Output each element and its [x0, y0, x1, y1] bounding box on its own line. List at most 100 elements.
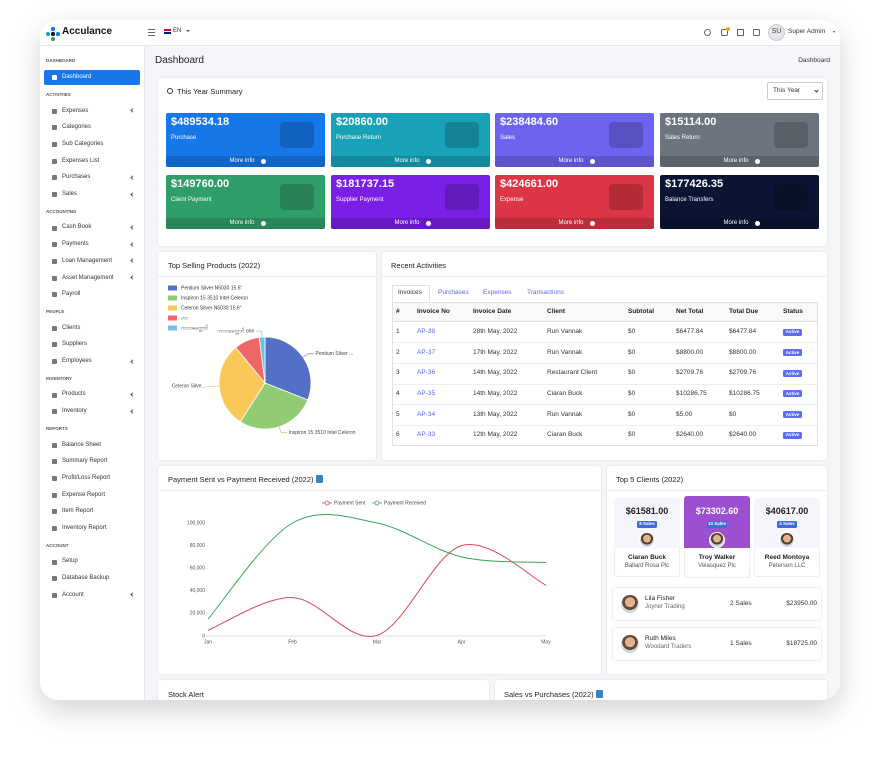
tile-link[interactable]: More info — [723, 219, 749, 226]
link-arrow-icon — [590, 159, 595, 164]
summary-tile — [331, 113, 490, 167]
menu-item[interactable]: Categories — [62, 124, 92, 131]
menu-item[interactable]: Profit/Loss Report — [62, 474, 111, 481]
header-icon[interactable] — [737, 29, 744, 36]
menu-item[interactable]: Suppliers — [62, 341, 88, 348]
menu-item[interactable]: Summary Report — [62, 458, 108, 465]
tile-link[interactable]: More info — [229, 157, 255, 164]
menu-item[interactable]: Clients — [62, 324, 81, 331]
menu-item[interactable]: Employees — [62, 358, 92, 364]
client-row — [613, 628, 821, 660]
menu-item[interactable]: Dashboard — [62, 74, 92, 81]
table-cell: Run Vannak — [547, 328, 583, 336]
client-card-lower — [684, 548, 750, 578]
table-cell: $0 — [628, 328, 636, 336]
menu-item[interactable]: Loan Management — [62, 257, 113, 264]
menu-item[interactable]: Purchases — [62, 174, 91, 181]
status-badge — [783, 369, 802, 377]
flag-icon[interactable] — [164, 29, 171, 34]
table-cell[interactable]: AP-37 — [417, 348, 436, 356]
table-cell: $8800.00 — [676, 348, 704, 356]
table-cell: $8800.00 — [729, 348, 757, 356]
menu-item[interactable]: Cash Book — [62, 224, 92, 231]
status-badge — [783, 431, 802, 439]
menu-item[interactable]: Inventory — [62, 408, 87, 415]
sales-purchases-card — [495, 680, 827, 700]
menu-item[interactable]: Item Report — [62, 508, 94, 515]
status-text: Active — [785, 391, 800, 397]
menu-item[interactable]: Expense Report — [62, 491, 106, 498]
client-sales: 2 Sales — [730, 599, 752, 607]
sales-badge — [637, 520, 657, 528]
menu-icon — [52, 108, 57, 114]
table-cell[interactable]: AP-34 — [417, 410, 436, 418]
tile-link[interactable]: More info — [723, 157, 749, 164]
period-value: This Year — [773, 87, 801, 95]
tile-value: $149760.00 — [171, 178, 230, 191]
tile-link[interactable]: More info — [229, 219, 255, 226]
link-arrow-icon — [755, 159, 760, 164]
menu-item[interactable]: Sales — [62, 191, 78, 197]
caret — [186, 30, 190, 32]
table-cell[interactable]: AP-35 — [417, 389, 436, 397]
menu-toggle[interactable] — [148, 29, 155, 36]
menu-item[interactable]: Expenses — [62, 107, 89, 114]
active-item-bg — [44, 70, 140, 86]
link-arrow-icon — [755, 221, 760, 226]
link-arrow-icon — [590, 221, 595, 226]
sidebar — [40, 46, 145, 700]
tile-link[interactable]: More info — [394, 219, 420, 226]
period-select[interactable] — [767, 82, 823, 100]
header-icon[interactable] — [704, 29, 711, 36]
logo-dot — [51, 27, 55, 31]
active-tab — [392, 285, 430, 302]
menu-item[interactable]: Sub Categories — [62, 140, 104, 147]
menu-item[interactable]: Inventory Report — [62, 525, 107, 531]
header-icon[interactable] — [721, 29, 728, 36]
tab[interactable]: Transactions — [527, 289, 564, 297]
menu-icon — [52, 526, 57, 532]
column-header: Invoice Date — [473, 308, 512, 316]
client-name: Reed Montoya — [764, 554, 810, 562]
table-cell[interactable]: AP-36 — [417, 369, 436, 377]
user-avatar[interactable] — [768, 24, 785, 41]
tile-icon — [609, 122, 643, 148]
section-title: REPORTS — [46, 425, 68, 431]
tab[interactable]: Purchases — [438, 289, 469, 297]
legend-swatch — [168, 305, 177, 311]
menu-item[interactable]: Asset Management — [62, 274, 114, 281]
x-tick-label: Apr — [458, 639, 466, 645]
summary-tile — [495, 175, 654, 229]
header-icon[interactable] — [753, 29, 760, 36]
tab[interactable]: Invoices — [398, 289, 422, 297]
user-name[interactable]: Super Admin — [788, 28, 826, 36]
menu-item[interactable]: Payments — [62, 241, 89, 248]
tile-value: $181737.15 — [336, 178, 395, 191]
table-cell: 17th May, 2022 — [473, 348, 518, 356]
table-cell: 6 — [396, 431, 400, 439]
tile-footer — [331, 156, 490, 167]
tab[interactable]: Expenses — [483, 289, 512, 297]
menu-item[interactable]: Payroll — [62, 291, 81, 298]
language-select[interactable]: EN — [173, 27, 182, 34]
tile-link[interactable]: More info — [558, 219, 584, 226]
table-cell: 14th May, 2022 — [473, 389, 518, 397]
info-badge — [316, 475, 323, 483]
menu-item[interactable]: Balance Sheet — [62, 441, 102, 448]
tile-link[interactable]: More info — [394, 157, 420, 164]
table-cell[interactable]: AP-38 — [417, 328, 436, 336]
table-cell: $0 — [729, 410, 737, 418]
info-badge — [596, 690, 603, 698]
menu-item[interactable]: Products — [62, 391, 86, 398]
menu-item[interactable]: Setup — [62, 558, 78, 565]
card-title: This Year Summary — [177, 86, 243, 96]
menu-item[interactable]: Account — [62, 591, 84, 598]
table-cell[interactable]: AP-33 — [417, 431, 436, 439]
client-amount: $23950.00 — [786, 599, 817, 607]
table-cell: $0 — [628, 348, 636, 356]
menu-item[interactable]: Database Backup — [62, 575, 110, 582]
tile-link[interactable]: More info — [558, 157, 584, 164]
menu-item[interactable]: Expenses List — [62, 157, 100, 164]
menu-icon — [52, 559, 57, 565]
